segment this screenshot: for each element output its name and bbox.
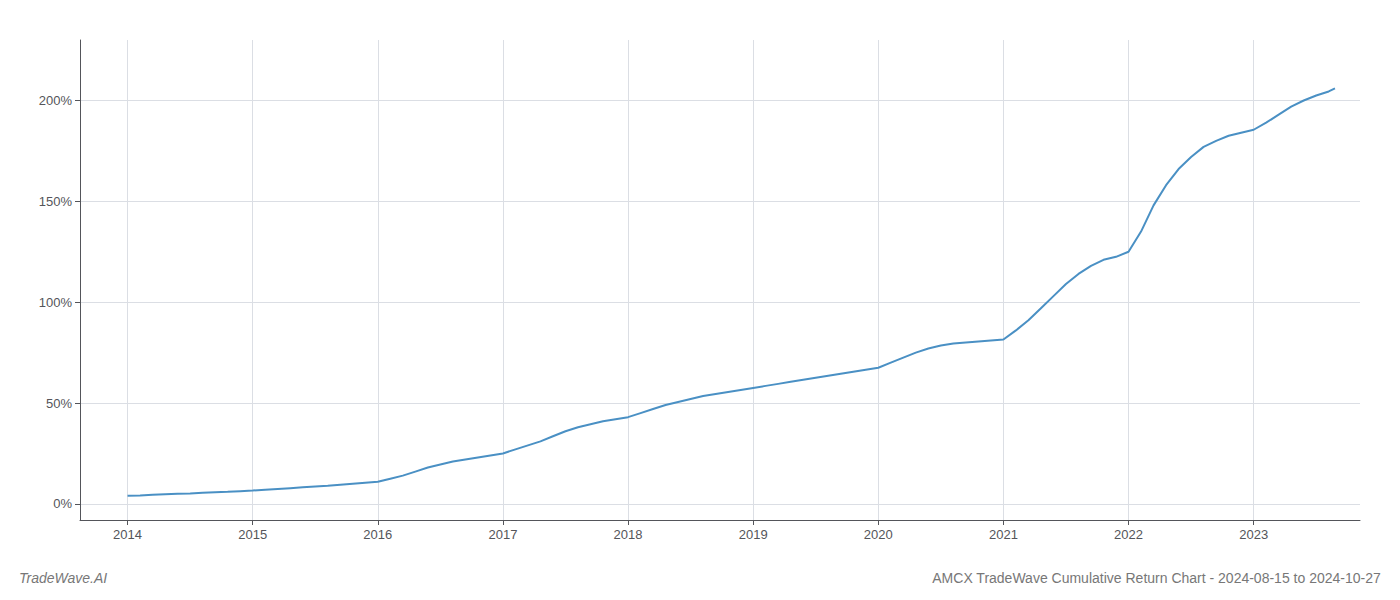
svg-text:0%: 0% [53,496,72,511]
svg-text:150%: 150% [39,194,73,209]
svg-text:2018: 2018 [614,527,643,542]
svg-text:50%: 50% [46,396,72,411]
svg-text:2019: 2019 [739,527,768,542]
svg-text:100%: 100% [39,295,73,310]
svg-text:200%: 200% [39,93,73,108]
svg-text:2023: 2023 [1239,527,1268,542]
svg-text:2016: 2016 [363,527,392,542]
svg-text:2022: 2022 [1114,527,1143,542]
svg-text:2014: 2014 [113,527,142,542]
svg-text:AMCX TradeWave Cumulative Retu: AMCX TradeWave Cumulative Return Chart -… [932,570,1381,586]
svg-text:2021: 2021 [989,527,1018,542]
svg-text:2015: 2015 [238,527,267,542]
svg-text:2020: 2020 [864,527,893,542]
svg-text:2017: 2017 [488,527,517,542]
svg-text:TradeWave.AI: TradeWave.AI [19,570,107,586]
